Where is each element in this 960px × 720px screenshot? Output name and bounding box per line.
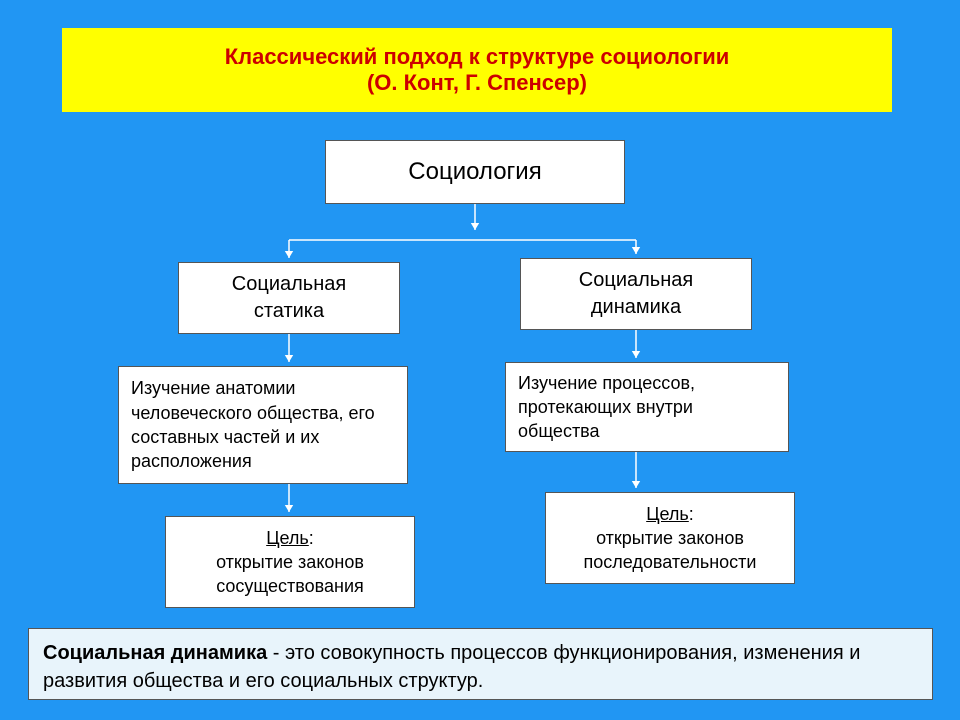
footer-definition: Социальная динамика - это совокупность п… [28,628,933,700]
node-left-goal: Цель: открытие законов сосуществования [165,516,415,608]
node-left-desc: Изучение анатомии человеческого общества… [118,366,408,484]
node-root: Социология [325,140,625,204]
node-right-branch: Социальнаядинамика [520,258,752,330]
diagram-canvas: Классический подход к структуре социолог… [0,0,960,720]
node-left-goal-text: Цель: открытие законов сосуществования [178,526,402,599]
node-right-goal-text: Цель: открытие законов последовательност… [558,502,782,575]
footer-term: Социальная динамика [43,642,267,664]
node-left-desc-text: Изучение анатомии человеческого общества… [131,376,395,473]
title-banner: Классический подход к структуре социолог… [62,28,892,112]
title-line-1: Классический подход к структуре социолог… [225,44,730,70]
node-root-text: Социология [408,156,541,188]
goal-label: Цель [646,504,689,524]
node-right-desc: Изучение процессов, протекающих внутри о… [505,362,789,452]
node-left-branch: Социальнаястатика [178,262,400,334]
node-right-desc-text: Изучение процессов, протекающих внутри о… [518,371,776,444]
goal-body: открытие законов последовательности [584,528,757,572]
goal-label: Цель [266,528,309,548]
node-left-branch-text: Социальнаястатика [232,271,346,325]
title-line-2: (О. Конт, Г. Спенсер) [367,70,587,96]
footer-content: Социальная динамика - это совокупность п… [43,642,860,692]
node-right-branch-text: Социальнаядинамика [579,267,693,321]
node-right-goal: Цель: открытие законов последовательност… [545,492,795,584]
goal-body: открытие законов сосуществования [216,552,364,596]
